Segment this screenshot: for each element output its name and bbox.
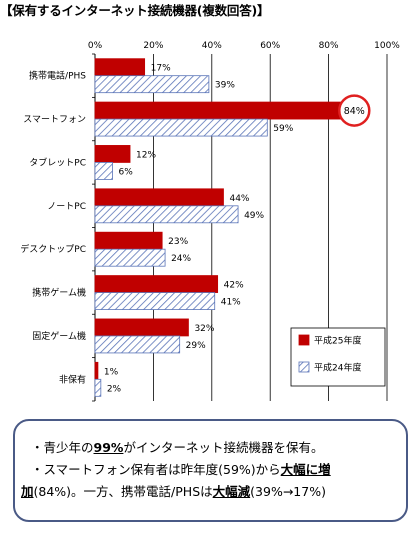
summary-text: (84%)。一方、携帯電話/PHSは — [33, 484, 213, 499]
bar-h24 — [94, 248, 166, 267]
summary-line-3: 加(84%)。一方、携帯電話/PHSは大幅減(39%→17%) — [21, 481, 326, 500]
value-label: 49% — [244, 211, 264, 221]
category-label: 固定ゲーム機 — [32, 330, 86, 342]
value-label: 42% — [224, 281, 244, 291]
category-label: タブレットPC — [29, 156, 86, 168]
value-label: 39% — [215, 81, 235, 91]
value-label: 84% — [344, 106, 365, 117]
category-label: 携帯ゲーム機 — [32, 287, 86, 299]
summary-text: ・青少年の — [31, 440, 94, 455]
legend-label: 平成24年度 — [314, 362, 361, 374]
summary-box: ・青少年の99%がインターネット接続機器を保有。 ・スマートフォン保有者は昨年度… — [13, 419, 408, 522]
bar-h24 — [94, 335, 181, 354]
bar-h24 — [94, 75, 210, 94]
value-label: 6% — [119, 167, 134, 177]
bar-h24 — [94, 162, 113, 180]
bar-h25 — [94, 145, 131, 163]
value-label: 32% — [194, 324, 214, 334]
value-label: 59% — [273, 124, 293, 134]
value-label: 44% — [229, 194, 249, 204]
summary-highlight: 加 — [21, 484, 34, 499]
summary-text: がインターネット接続機器を保有。 — [123, 440, 324, 455]
category-label: 携帯電話/PHS — [29, 70, 86, 82]
bar-h25 — [94, 58, 146, 77]
value-label: 1% — [104, 367, 119, 377]
value-label: 12% — [136, 150, 156, 160]
value-label: 41% — [221, 298, 241, 308]
bar-chart: 0% 20% 40% 60% 80% 100% 携帯電話/PHS スマートフォンタブレットP… — [20, 41, 400, 402]
legend-swatch — [298, 361, 310, 373]
summary-text: ・スマートフォン保有者は昨年度(59%)から — [31, 462, 281, 477]
x-tick-label: 20% — [143, 41, 163, 51]
value-label: 23% — [168, 237, 188, 247]
summary-highlight: 大幅に増 — [280, 462, 331, 477]
summary-highlight: 99% — [93, 440, 124, 455]
value-label: 2% — [107, 384, 122, 394]
summary-line-2: ・スマートフォン保有者は昨年度(59%)から大幅に増 — [31, 459, 331, 478]
summary-highlight: 大幅減 — [212, 484, 251, 499]
bar-h24 — [94, 292, 216, 310]
value-label: 24% — [171, 254, 191, 264]
summary-line-1: ・青少年の99%がインターネット接続機器を保有。 — [31, 437, 323, 456]
value-labels: 17% 39% 84% 59% 12%6% 44% 49% 23% 24% 42% 41% 32% 29… — [104, 64, 371, 394]
bar-h25 — [94, 275, 219, 293]
category-label: デスクトップPC — [20, 243, 86, 255]
bar-h25 — [94, 188, 224, 207]
bar-h24 — [94, 205, 239, 224]
x-tick-label: 40% — [202, 41, 222, 51]
legend-box — [290, 327, 386, 387]
bar-h24 — [94, 378, 102, 397]
x-tick-label: 0% — [88, 41, 103, 51]
category-label: 非保有 — [59, 373, 86, 385]
bars — [94, 58, 341, 397]
summary-text: (39%→17%) — [250, 484, 326, 499]
highlight-circle — [338, 94, 371, 127]
x-tick-label: 100% — [374, 41, 400, 51]
x-tick-labels: 0% 20% 40% 60% 80% 100% — [88, 41, 400, 51]
legend-swatch — [298, 334, 310, 346]
bar-h25 — [94, 231, 163, 250]
category-label: スマートフォン — [23, 115, 86, 125]
x-tick-label: 80% — [319, 41, 339, 51]
bar-h25 — [94, 318, 189, 337]
bar-h24 — [94, 118, 268, 137]
value-label: 29% — [186, 341, 206, 351]
bar-h25 — [94, 361, 99, 380]
bar-h25 — [94, 101, 341, 120]
x-tick-label: 60% — [260, 41, 280, 51]
chart-title: 【保有するインターネット接続機器(複数回答)】 — [0, 3, 270, 18]
legend-label: 平成25年度 — [314, 335, 361, 347]
value-label: 17% — [151, 64, 171, 74]
category-label: ノートPC — [47, 202, 86, 212]
